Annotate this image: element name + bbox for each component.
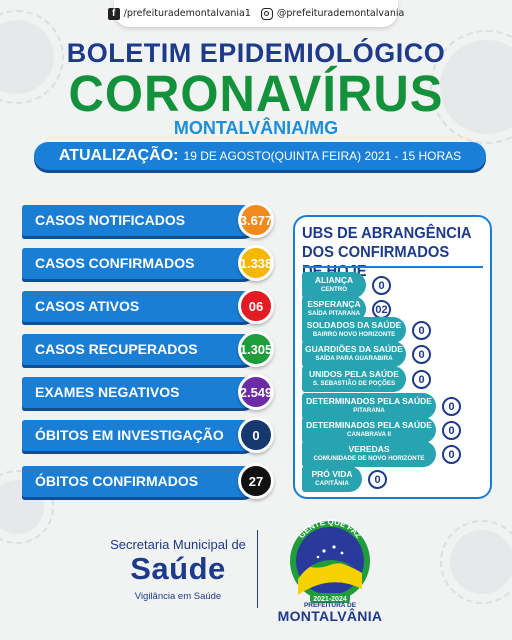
stat-value: 06 — [238, 288, 274, 324]
prefeitura-logo-icon: GENTE QUE FAZ 2021-2024 — [290, 517, 370, 603]
ubs-count: 0 — [412, 321, 431, 340]
ubs-pill: VEREDAS COMUNIDADE DE NOVO HORIZONTE — [302, 441, 436, 467]
saude-logo-text: Saúde — [130, 551, 226, 586]
stat-value: 2.549 — [238, 374, 274, 410]
stat-row: ÓBITOS EM INVESTIGAÇÃO 0 — [22, 417, 274, 453]
virus-decoration-icon — [440, 520, 512, 604]
ubs-title-line1: UBS DE ABRANGÊNCIA — [302, 225, 472, 242]
instagram-handle: @prefeiturademontalvania — [276, 8, 405, 19]
ubs-divider — [303, 266, 483, 268]
ubs-name: UNIDOS PELA SAÚDE — [309, 369, 399, 379]
ubs-sub: CAPITÂNIA — [315, 480, 349, 487]
ubs-count: 0 — [412, 370, 431, 389]
ubs-sub: SAÍDA PARA GUARABIRA — [315, 355, 393, 362]
stat-bar — [22, 466, 258, 497]
social-bar: f /prefeiturademontalvania1 @prefeiturad… — [107, 0, 404, 27]
ubs-count: 0 — [442, 421, 461, 440]
ubs-sub: CANABRAVA II — [347, 431, 391, 438]
ubs-name: PRÓ VIDA — [311, 469, 353, 479]
stat-bar — [22, 334, 258, 365]
ubs-sub: S. SEBASTIÃO DE POÇÕES — [312, 380, 396, 387]
facebook-link[interactable]: f /prefeiturademontalvania1 — [107, 7, 251, 20]
facebook-handle: /prefeiturademontalvania1 — [123, 8, 251, 19]
stat-label: CASOS RECUPERADOS — [35, 341, 198, 357]
ubs-name: GUARDIÕES DA SAÚDE — [305, 344, 403, 354]
ubs-count: 02 — [372, 300, 391, 319]
instagram-icon — [260, 7, 273, 20]
coronavirus-title: CORONAVÍRUS — [68, 65, 444, 123]
stat-label: CASOS ATIVOS — [35, 298, 140, 314]
instagram-link[interactable]: @prefeiturademontalvania — [260, 7, 405, 20]
ubs-name: VEREDAS — [348, 444, 390, 454]
ubs-sub: PITARANA — [353, 407, 385, 414]
stat-value: 27 — [238, 463, 274, 499]
stat-row: EXAMES NEGATIVOS 2.549 — [22, 374, 274, 410]
ubs-name: ALIANÇA — [314, 275, 354, 285]
update-banner: ATUALIZAÇÃO: 19 DE AGOSTO(QUINTA FEIRA) … — [34, 142, 486, 170]
ubs-name: DETERMINADOS PELA SAÚDE — [306, 420, 432, 430]
stat-value: 3.677 — [238, 202, 274, 238]
stat-label: CASOS CONFIRMADOS — [35, 255, 195, 271]
update-date: 19 DE AGOSTO(QUINTA FEIRA) 2021 - 15 HOR… — [183, 149, 462, 163]
prefeitura-label: PREFEITURA DE — [303, 602, 357, 609]
stat-value: 1.305 — [238, 331, 274, 367]
ubs-sub: COMUNIDADE DE NOVO HORIZONTE — [313, 455, 425, 462]
ubs-name: SOLDADOS DA SAÚDE — [306, 320, 402, 330]
city-name: MONTALVÂNIA — [277, 608, 383, 624]
ubs-count: 0 — [368, 470, 387, 489]
stat-bar — [22, 377, 258, 408]
vigilancia-text: Vigilância em Saúde — [134, 591, 222, 602]
stat-row: CASOS RECUPERADOS 1.305 — [22, 331, 274, 367]
ubs-sub: SAÍDA PITARANA — [307, 310, 361, 317]
secretaria-text: Secretaria Municipal de — [110, 537, 246, 552]
stat-label: EXAMES NEGATIVOS — [35, 384, 180, 400]
logo-years: 2021-2024 — [313, 596, 347, 603]
ubs-count: 0 — [412, 345, 431, 364]
ubs-pill: UNIDOS PELA SAÚDE S. SEBASTIÃO DE POÇÕES — [302, 366, 406, 392]
ubs-count: 0 — [372, 276, 391, 295]
stat-label: CASOS NOTIFICADOS — [35, 212, 186, 228]
stat-row: ÓBITOS CONFIRMADOS 27 — [22, 463, 274, 499]
ubs-count: 0 — [442, 397, 461, 416]
facebook-icon: f — [107, 7, 120, 20]
stat-row: CASOS ATIVOS 06 — [22, 288, 274, 324]
bulletin-title: BOLETIM EPIDEMIOLÓGICO — [66, 38, 446, 68]
ubs-pill: SOLDADOS DA SAÚDE BAIRRO NOVO HORIZONTE — [302, 317, 406, 343]
location-title: MONTALVÂNIA/MG — [173, 118, 339, 138]
stat-bar — [22, 420, 258, 451]
ubs-name: DETERMINADOS PELA SAÚDE — [306, 396, 432, 406]
stat-label: ÓBITOS CONFIRMADOS — [35, 473, 199, 489]
stat-bar — [22, 291, 258, 322]
stat-row: CASOS CONFIRMADOS 1.338 — [22, 245, 274, 281]
ubs-sub: CENTRO — [320, 286, 348, 293]
update-label: ATUALIZAÇÃO: — [58, 147, 179, 164]
ubs-pill: GUARDIÕES DA SAÚDE SAÍDA PARA GUARABIRA — [302, 341, 406, 367]
stat-value: 1.338 — [238, 245, 274, 281]
ubs-count: 0 — [442, 445, 461, 464]
stat-value: 0 — [238, 417, 274, 453]
ubs-pill: DETERMINADOS PELA SAÚDE CANABRAVA II — [302, 417, 436, 443]
ubs-sub: BAIRRO NOVO HORIZONTE — [312, 331, 396, 338]
stat-bar — [22, 248, 258, 279]
footer-divider — [257, 530, 258, 608]
stat-bar — [22, 205, 258, 236]
stat-row: CASOS NOTIFICADOS 3.677 — [22, 202, 274, 238]
ubs-name: ESPERANÇA — [307, 299, 361, 309]
ubs-pill: PRÓ VIDA CAPITÂNIA — [302, 466, 362, 492]
stat-label: ÓBITOS EM INVESTIGAÇÃO — [35, 427, 224, 443]
ubs-pill: DETERMINADOS PELA SAÚDE PITARANA — [302, 393, 436, 419]
ubs-pill: ALIANÇA CENTRO — [302, 272, 366, 298]
